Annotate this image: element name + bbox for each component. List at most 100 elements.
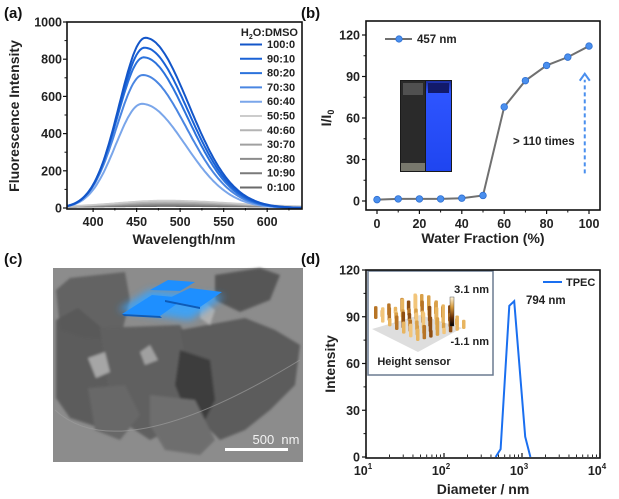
data-point: [373, 195, 381, 204]
afm-pillar: [381, 307, 385, 323]
tem-micrograph: 500 nm: [53, 268, 303, 462]
panel-label-b: (b): [301, 5, 320, 22]
panel-label-c: (c): [4, 251, 22, 268]
data-point: [585, 42, 593, 50]
legend-a: H2O:DMSO 100:0 90:10 80:20 70:30 60:40 50:50 4…: [240, 27, 298, 194]
y-tick-label-b: 0: [353, 195, 360, 209]
afm-inset: 3.1 nm -1.1 nm Height sensor: [367, 270, 494, 376]
afm-pillar: [421, 312, 426, 329]
data-point: [564, 53, 572, 61]
legend-entry: 40:60: [267, 125, 295, 137]
afm-pillar: [395, 315, 399, 330]
panel-a-spectra-chart: (a) 400 450 500 550 600 0 200 400 600 800 1000 Wav…: [4, 5, 303, 247]
x-tick-label-a: 600: [257, 215, 278, 229]
afm-pillar: [406, 300, 411, 311]
x-tick-label-a: 550: [213, 215, 234, 229]
panel-b-enhancement-chart: (b) 0 20 40 60 80 100 0 30 60 90 120 Water Fractio…: [301, 5, 601, 246]
afm-pillar: [428, 316, 433, 333]
data-point: [500, 103, 508, 111]
y-tick-label-d: 0: [353, 451, 360, 465]
afm-pillar: [422, 325, 427, 340]
panel-d-dls-chart: (d) 3.1 nm -1.1 nm Height sensor 101 102 1…: [301, 251, 607, 497]
y-tick-label-a: 200: [41, 164, 62, 178]
arrow-up-icon: [578, 72, 591, 174]
legend-entry: 60:40: [267, 96, 295, 108]
panel-label-a: (a): [4, 5, 22, 22]
annotation-794-nm: 794 nm: [526, 295, 566, 307]
cuvette-dark: [401, 81, 425, 171]
x-tick-label-d: 103: [510, 462, 529, 478]
afm-pillar: [429, 329, 433, 338]
cuvette-photo-inset: [400, 80, 452, 172]
data-point: [479, 191, 487, 200]
x-axis-label-b: Water Fraction (%): [421, 230, 544, 246]
panel-label-d: (d): [301, 251, 320, 268]
legend-title-a: H2O:DMSO: [241, 27, 299, 41]
afm-pillar: [388, 317, 392, 327]
legend-entry: 80:20: [267, 68, 295, 80]
afm-pillar: [420, 300, 424, 313]
afm-pillar: [455, 315, 459, 331]
legend-entry: 20:80: [267, 153, 295, 165]
data-point: [436, 195, 445, 203]
afm-scale-max: 3.1 nm: [454, 284, 489, 296]
afm-pillar: [387, 307, 392, 321]
y-axis-label-a: Fluorescence Intensity: [6, 40, 22, 192]
y-tick-label-d: 90: [346, 310, 360, 324]
data-point: [542, 61, 551, 70]
x-axis-label-d: Diameter / nm: [437, 481, 530, 497]
y-tick-label-a: 400: [41, 127, 62, 141]
nanosheet-illustration: [118, 280, 225, 320]
x-tick-label-d: 104: [588, 462, 607, 478]
legend-marker-b: [395, 35, 403, 43]
afm-pillar: [374, 306, 378, 319]
data-point: [415, 195, 424, 203]
data-point: [394, 195, 402, 203]
panel-c-tem-image: (c): [4, 251, 303, 462]
afm-pillar: [462, 319, 466, 329]
x-tick-label-a: 400: [83, 215, 104, 229]
x-tick-label-b: 20: [412, 217, 426, 231]
legend-entry: 100:0: [267, 39, 295, 51]
tem-edge: [54, 359, 301, 432]
legend-entry: 10:90: [267, 168, 295, 180]
afm-pillar: [402, 321, 406, 334]
y-tick-label-a: 600: [41, 90, 62, 104]
afm-pillar: [441, 322, 446, 329]
scale-bar-label: 500 nm: [253, 432, 300, 447]
y-tick-label-d: 120: [339, 264, 360, 278]
y-tick-label-b: 60: [346, 112, 360, 126]
y-tick-label-a: 1000: [34, 16, 62, 30]
afm-color-scale: [449, 296, 455, 327]
cuvette-cap: [403, 83, 423, 95]
data-point: [458, 194, 466, 202]
series-line-tpec: [494, 299, 532, 458]
afm-pillar: [435, 317, 440, 336]
x-tick-label-b: 80: [540, 217, 554, 231]
cuvette-blue-cap: [428, 83, 449, 93]
arrow-head: [578, 72, 591, 82]
legend-entry: 70:30: [267, 82, 295, 94]
x-tick-label-d: 102: [432, 462, 451, 478]
legend-entry: 50:50: [267, 111, 295, 123]
x-tick-label-a: 450: [126, 215, 147, 229]
x-tick-label-b: 60: [497, 217, 511, 231]
afm-scale-min: -1.1 nm: [450, 336, 489, 348]
afm-inset-label: Height sensor: [377, 356, 451, 368]
x-tick-label-b: 100: [579, 217, 600, 231]
series-line-100-0: [66, 36, 302, 209]
annotation-110-times: > 110 times: [513, 136, 575, 148]
y-tick-label-a: 800: [41, 53, 62, 67]
legend-b: 457 nm: [385, 34, 457, 46]
x-tick-label-b: 0: [374, 217, 381, 231]
y-tick-label-d: 60: [346, 357, 360, 371]
cuvette-base: [401, 163, 425, 171]
y-tick-label-b: 30: [346, 153, 360, 167]
data-point: [521, 76, 530, 85]
y-tick-label-b: 120: [339, 29, 360, 43]
x-axis-label-a: Wavelength/nm: [133, 231, 236, 247]
y-tick-label-a: 0: [55, 202, 62, 216]
legend-entry: 90:10: [267, 53, 295, 65]
x-tick-label-a: 500: [170, 215, 191, 229]
